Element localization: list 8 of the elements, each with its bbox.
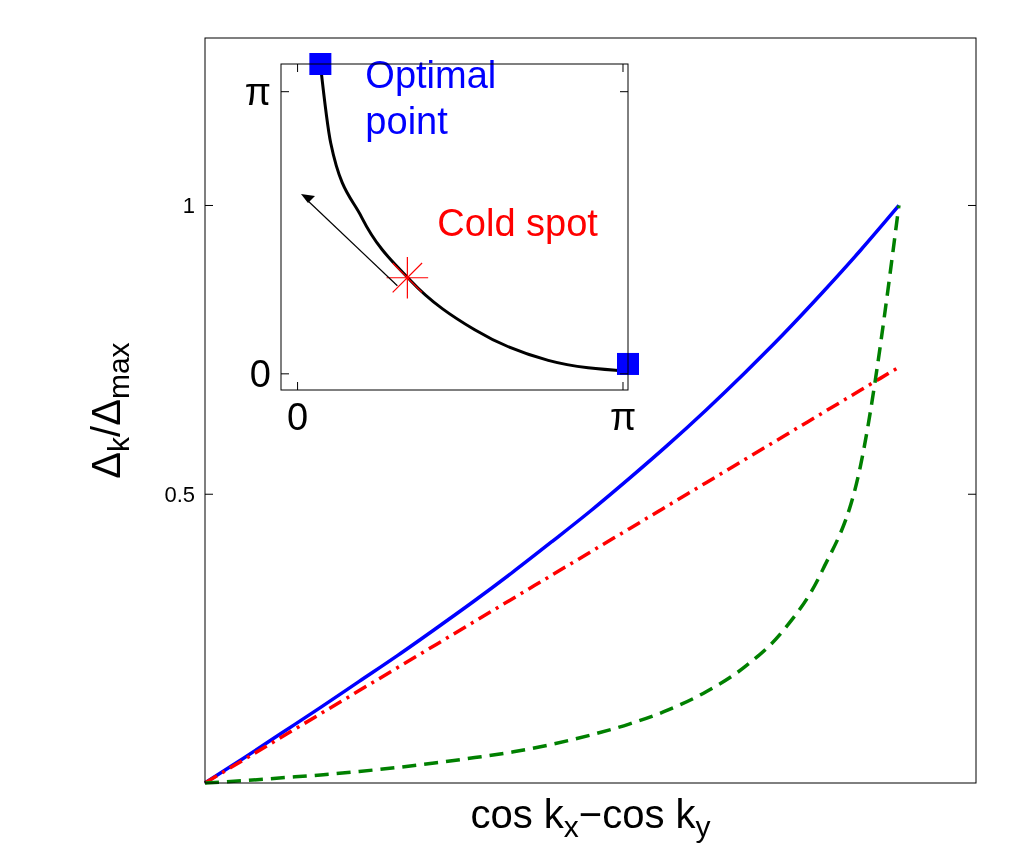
series-label: Cold spot <box>437 201 599 244</box>
line-series <box>203 203 901 785</box>
y-tick-label: 0.5 <box>164 481 195 507</box>
x-axis-title: cos k$_{x}$−cos k$_{y}$ <box>470 792 711 843</box>
point <box>309 53 332 75</box>
point <box>617 352 639 375</box>
y-tick-label: 1 <box>182 193 195 219</box>
series-label: Optimal point <box>365 54 497 142</box>
